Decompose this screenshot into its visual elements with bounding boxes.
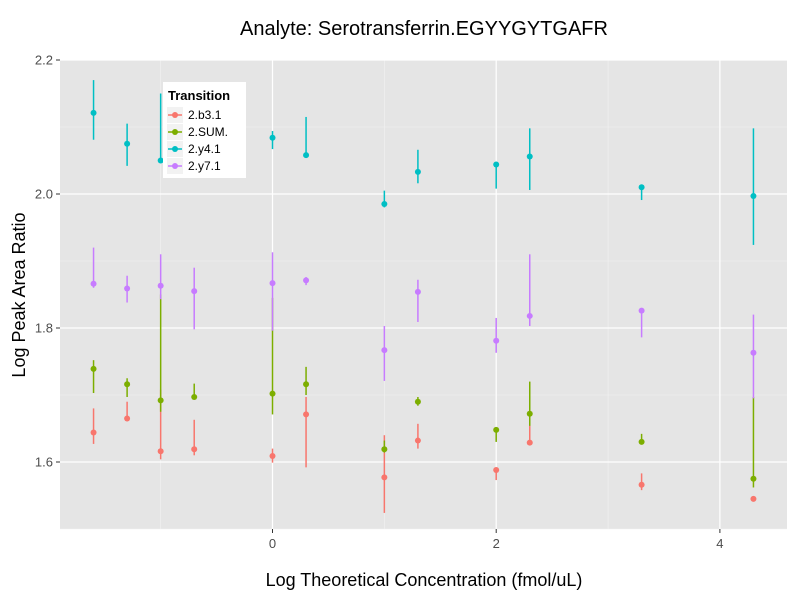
data-point — [493, 467, 500, 474]
data-point — [493, 161, 500, 168]
data-point — [750, 495, 757, 502]
data-point — [414, 398, 421, 405]
data-point — [381, 446, 388, 453]
data-point — [750, 193, 757, 200]
data-point — [750, 349, 757, 356]
data-point — [157, 397, 164, 404]
data-point — [269, 452, 276, 459]
x-axis-label: Log Theoretical Concentration (fmol/uL) — [266, 570, 583, 590]
x-tick-label: 2 — [493, 536, 500, 551]
y-axis-ticks: 1.6 1.8 2.0 2.2 — [35, 53, 60, 470]
data-point — [303, 381, 310, 388]
y-tick-label: 2.2 — [35, 53, 53, 68]
legend-item-label: 2.y7.1 — [188, 159, 221, 173]
y-tick-label: 2.0 — [35, 187, 53, 202]
data-point — [157, 282, 164, 289]
data-point — [638, 438, 645, 445]
data-point — [157, 157, 164, 164]
data-point — [638, 184, 645, 191]
data-marks — [90, 80, 757, 513]
data-point — [303, 152, 310, 159]
x-axis-ticks: 0 2 4 — [269, 529, 724, 551]
data-point — [526, 312, 533, 319]
data-point — [414, 288, 421, 295]
data-point — [191, 446, 198, 453]
data-point — [303, 411, 310, 418]
data-point — [526, 153, 533, 160]
data-point — [493, 426, 500, 433]
data-point — [638, 307, 645, 314]
series-2.y4.1 — [90, 80, 757, 245]
data-point — [638, 481, 645, 488]
legend-key-point — [172, 112, 178, 118]
series-2.SUM. — [90, 294, 757, 488]
legend-item-label: 2.SUM. — [188, 125, 228, 139]
data-point — [493, 337, 500, 344]
legend-item-label: 2.y4.1 — [188, 142, 221, 156]
series-2.y7.1 — [90, 247, 757, 399]
data-point — [381, 201, 388, 208]
data-point — [381, 347, 388, 354]
data-point — [303, 277, 310, 284]
data-point — [90, 109, 97, 116]
legend-key-point — [172, 146, 178, 152]
data-point — [526, 439, 533, 446]
legend-key-point — [172, 129, 178, 135]
data-point — [90, 429, 97, 436]
data-point — [414, 437, 421, 444]
chart-title: Analyte: Serotransferrin.EGYYGYTGAFR — [240, 18, 608, 40]
y-axis-label: Log Peak Area Ratio — [9, 212, 29, 377]
data-point — [381, 474, 388, 481]
series-2.b3.1 — [90, 389, 757, 513]
data-point — [124, 381, 131, 388]
x-tick-label: 4 — [716, 536, 723, 551]
data-point — [124, 415, 131, 422]
y-tick-label: 1.8 — [35, 321, 53, 336]
legend: Transition 2.b3.1 2.SUM. 2.y4.1 2.y7.1 — [163, 82, 246, 178]
data-point — [414, 168, 421, 175]
y-tick-label: 1.6 — [35, 455, 53, 470]
x-tick-label: 0 — [269, 536, 276, 551]
data-point — [124, 285, 131, 292]
legend-title: Transition — [168, 88, 230, 103]
data-point — [191, 394, 198, 401]
data-point — [269, 390, 276, 397]
data-point — [90, 280, 97, 287]
data-point — [157, 448, 164, 455]
data-point — [269, 280, 276, 287]
data-point — [526, 410, 533, 417]
data-point — [269, 134, 276, 141]
data-point — [191, 288, 198, 295]
data-point — [750, 475, 757, 482]
data-point — [124, 140, 131, 147]
legend-item-label: 2.b3.1 — [188, 108, 222, 122]
legend-key-point — [172, 163, 178, 169]
data-point — [90, 365, 97, 372]
